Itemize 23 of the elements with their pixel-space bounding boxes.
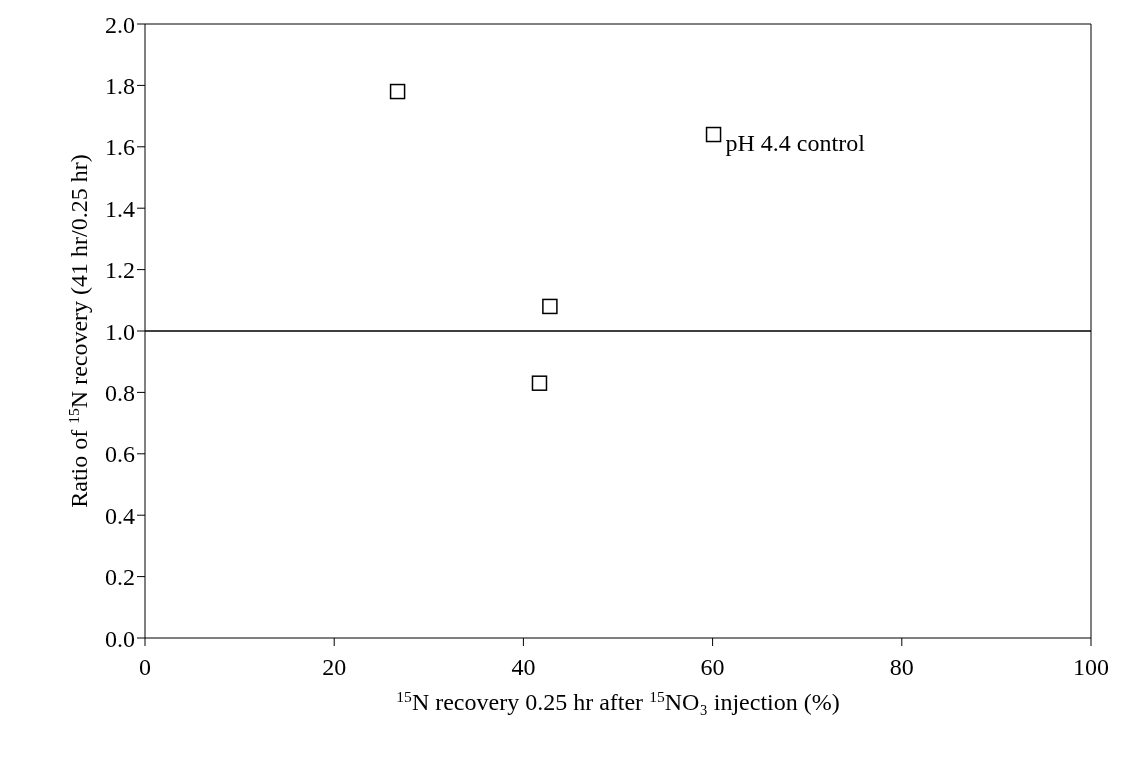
point [389,83,406,100]
y-tick-label: 1.6 [105,134,135,161]
y-tick-label: 1.8 [105,72,135,99]
x-tick-label: 40 [511,654,536,681]
point [705,126,722,143]
y-tick-label: 2.0 [105,11,135,38]
annotation: pH 4.4 control [725,129,866,156]
y-tick-label: 0.8 [105,379,135,406]
y-tick-label: 0.0 [105,625,135,652]
x-tick-label: 0 [139,654,151,681]
point [542,298,558,315]
x-tick-label: 100 [1073,654,1109,681]
x-tick-label: 80 [889,654,914,681]
x-tick-label: 20 [322,654,347,681]
y-tick-label: 1.2 [105,257,135,284]
point [531,375,548,391]
y-tick-label: 1.0 [105,318,135,345]
x-tick-label: 60 [700,654,725,681]
y-tick-label: 0.2 [105,564,135,591]
y-tick-label: 1.4 [105,195,135,222]
y-tick-label: 0.6 [105,441,135,468]
y-tick-label: 0.4 [105,502,135,529]
x-axis-title: $^{15}$N recovery 0.25 hr after $^{15}$NO₃ injection (%) [396,687,840,715]
